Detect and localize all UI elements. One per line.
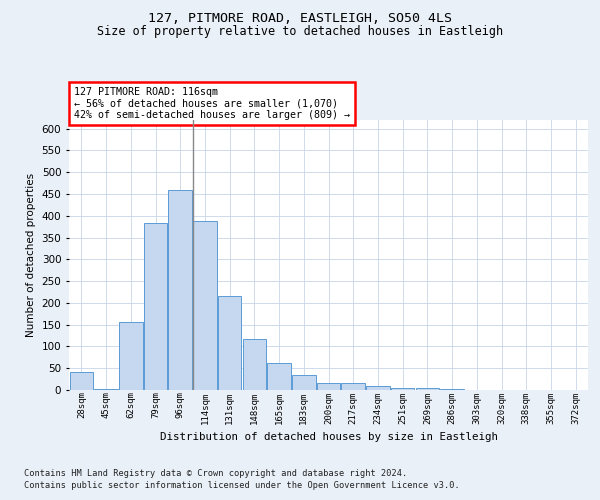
Text: Size of property relative to detached houses in Eastleigh: Size of property relative to detached ho… xyxy=(97,25,503,38)
Bar xyxy=(218,296,241,390)
Text: Contains public sector information licensed under the Open Government Licence v3: Contains public sector information licen… xyxy=(24,481,460,490)
Bar xyxy=(268,364,291,390)
Bar xyxy=(70,372,93,390)
Bar xyxy=(119,322,143,390)
Bar xyxy=(317,384,340,390)
Bar xyxy=(144,223,167,390)
Bar xyxy=(169,190,192,390)
Bar xyxy=(440,388,464,390)
Text: Contains HM Land Registry data © Crown copyright and database right 2024.: Contains HM Land Registry data © Crown c… xyxy=(24,469,407,478)
Bar xyxy=(242,339,266,390)
Bar xyxy=(391,388,415,390)
Bar xyxy=(366,386,389,390)
Bar xyxy=(416,388,439,390)
Text: Distribution of detached houses by size in Eastleigh: Distribution of detached houses by size … xyxy=(160,432,498,442)
Bar xyxy=(94,388,118,390)
Y-axis label: Number of detached properties: Number of detached properties xyxy=(26,173,36,337)
Text: 127 PITMORE ROAD: 116sqm
← 56% of detached houses are smaller (1,070)
42% of sem: 127 PITMORE ROAD: 116sqm ← 56% of detach… xyxy=(74,87,350,120)
Bar xyxy=(292,375,316,390)
Bar xyxy=(341,384,365,390)
Text: 127, PITMORE ROAD, EASTLEIGH, SO50 4LS: 127, PITMORE ROAD, EASTLEIGH, SO50 4LS xyxy=(148,12,452,26)
Bar xyxy=(193,221,217,390)
